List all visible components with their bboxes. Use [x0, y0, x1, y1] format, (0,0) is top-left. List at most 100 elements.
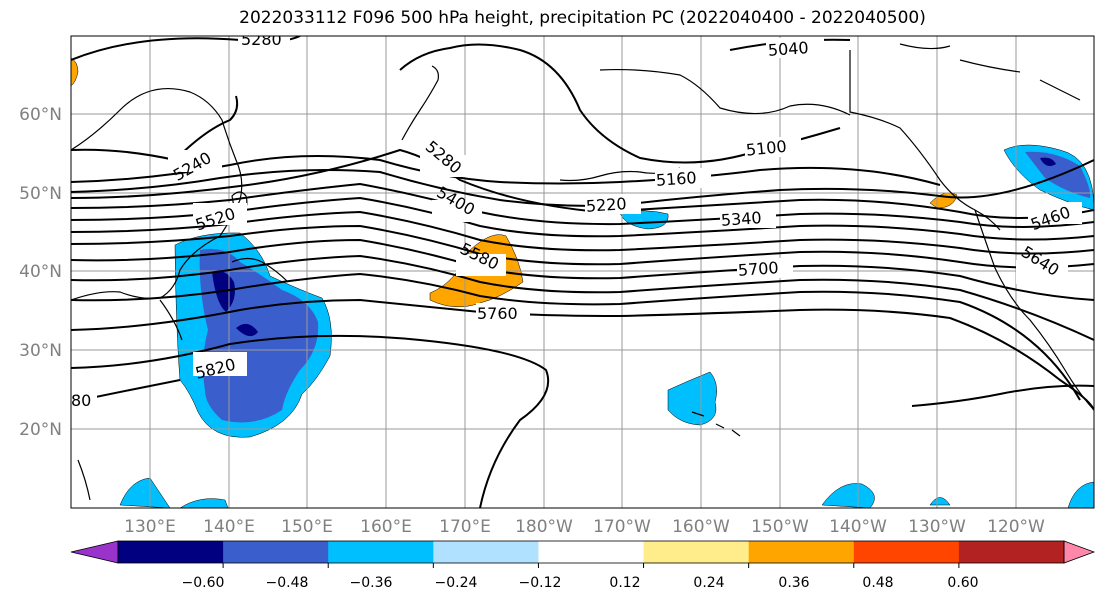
colorbar-tick-label: 0.12 [609, 575, 640, 591]
contour-label-bg [420, 155, 468, 177]
colorbar-tick-label: 0.48 [862, 575, 893, 591]
contour-5580 [71, 238, 1094, 301]
contour-label-bg [585, 194, 641, 214]
coastline-hawaii [691, 411, 741, 437]
latitude-labels: 60°N 50°N 40°N 30°N 20°N [19, 105, 62, 440]
map-title: 2022033112 F096 500 hPa height, precipit… [239, 8, 926, 28]
coastline-canada-arctic [899, 43, 1081, 101]
height-contours [71, 36, 1094, 508]
longitude-labels: 130°E 140°E 150°E 160°E 170°E 180°W 170°… [124, 517, 1045, 537]
precip-anomaly-negative-southwest2 [179, 498, 229, 508]
lon-label: 170°E [439, 517, 491, 537]
colorbar-segment [433, 541, 539, 563]
contour-5340 [71, 182, 1094, 228]
colorbar-tick-labels: −0.60 −0.48 −0.36 −0.24 −0.12 0.12 0.24 … [182, 575, 979, 591]
contour-label-bg [168, 150, 222, 172]
lon-label: 170°W [593, 517, 651, 537]
contour-5700 [71, 272, 1081, 401]
map-frame [70, 35, 1095, 509]
contour-label-bg [655, 168, 711, 188]
colorbar-tick-label: −0.48 [266, 575, 309, 591]
contour-label-bg [766, 38, 824, 58]
colorbar-frame [117, 540, 1065, 564]
coastline-kamchatka [401, 65, 439, 141]
lon-label: 130°E [124, 517, 176, 537]
contour-label: 5040 [767, 38, 809, 60]
contour-label: 5760 [477, 304, 518, 323]
colorbar-segment [538, 541, 645, 563]
colorbar-tick-label: −0.24 [435, 575, 478, 591]
contour-label: 5160 [655, 168, 697, 190]
contour-5820-east [911, 384, 1094, 407]
lon-label: 140°E [203, 517, 255, 537]
precip-anomaly-negative-northeast-max [1040, 157, 1056, 166]
colorbar-tick-label: −0.12 [519, 575, 562, 591]
colorbar-extend-max [1063, 540, 1096, 564]
contour-label-bg [476, 303, 530, 323]
contour-5240-west [71, 95, 239, 162]
contour-labels: 5280 5040 5240 5100 5280 5160 5520 5220 … [71, 30, 1082, 410]
contour-5220 [71, 159, 1094, 207]
precip-anomaly-negative-hawaii-region [667, 371, 717, 426]
contour-label-bg [432, 200, 482, 222]
contour-label: 5100 [745, 137, 787, 160]
coastline-philippines [77, 459, 91, 501]
contour-label-bg [737, 258, 793, 278]
contour-label: 5340 [720, 208, 762, 230]
colorbar-segment [853, 541, 960, 563]
contour-label-bg [720, 208, 776, 228]
colorbar-segment [748, 541, 855, 563]
colorbar-tick-label: 0.24 [693, 575, 724, 591]
colorbar-tick-label: 0.60 [947, 575, 978, 591]
lat-label: 60°N [19, 105, 62, 125]
map-panel: 5280 5040 5240 5100 5280 5160 5520 5220 … [71, 30, 1094, 508]
colorbar: −0.60 −0.48 −0.36 −0.24 −0.12 0.12 0.24 … [70, 540, 1096, 591]
contour-5280-main [71, 148, 1094, 219]
contour-label: 80 [71, 391, 91, 410]
colorbar-tick-label: −0.60 [182, 575, 225, 591]
lon-label: 160°W [672, 517, 730, 537]
contour-label-bg [1028, 202, 1082, 224]
contour-5640 [71, 254, 1094, 341]
colorbar-segment [328, 541, 434, 563]
contour-label-bg [745, 137, 801, 157]
lat-label: 50°N [19, 184, 62, 204]
contour-label-bg [71, 390, 97, 408]
contour-5760 [71, 298, 1094, 411]
lon-label: 150°E [281, 517, 333, 537]
contour-label: 5220 [585, 194, 627, 216]
colorbar-tick-label: −0.36 [350, 575, 393, 591]
lon-label: 120°W [987, 517, 1045, 537]
colorbar-tick-label: 0.36 [778, 575, 809, 591]
colorbar-ticks [222, 563, 960, 568]
lat-label: 20°N [19, 420, 62, 440]
contour-label-bg [238, 36, 290, 46]
colorbar-extend-min [70, 540, 119, 564]
colorbar-segment [118, 541, 224, 563]
lon-label: 180°W [515, 517, 573, 537]
contour-label-bg [193, 203, 247, 225]
contour-label-bg [1016, 260, 1068, 284]
lat-label: 30°N [19, 341, 62, 361]
contour-label-bg [456, 254, 506, 276]
colorbar-segments [70, 540, 1096, 564]
lon-label: 130°W [908, 517, 966, 537]
contour-5520 [71, 224, 1094, 269]
colorbar-segment [958, 541, 1065, 563]
lon-label: 160°E [360, 517, 412, 537]
precip-anomaly-positive-edge [71, 57, 79, 87]
lon-label: 140°W [829, 517, 887, 537]
precip-anomaly-negative-south1 [821, 483, 875, 508]
lat-label: 40°N [19, 262, 62, 282]
precip-anomaly-negative-west-max2 [236, 323, 258, 337]
colorbar-segment [223, 541, 329, 563]
contour-label: 5700 [737, 258, 779, 280]
coastline-alaska [599, 50, 1001, 231]
colorbar-segment [643, 541, 750, 563]
contour-5160 [71, 155, 941, 186]
contour-label: 5280 [241, 30, 282, 49]
precip-anomaly-negative-south2 [929, 497, 951, 506]
lon-label: 150°W [751, 517, 809, 537]
precip-anomaly-negative-south3 [1067, 481, 1094, 508]
